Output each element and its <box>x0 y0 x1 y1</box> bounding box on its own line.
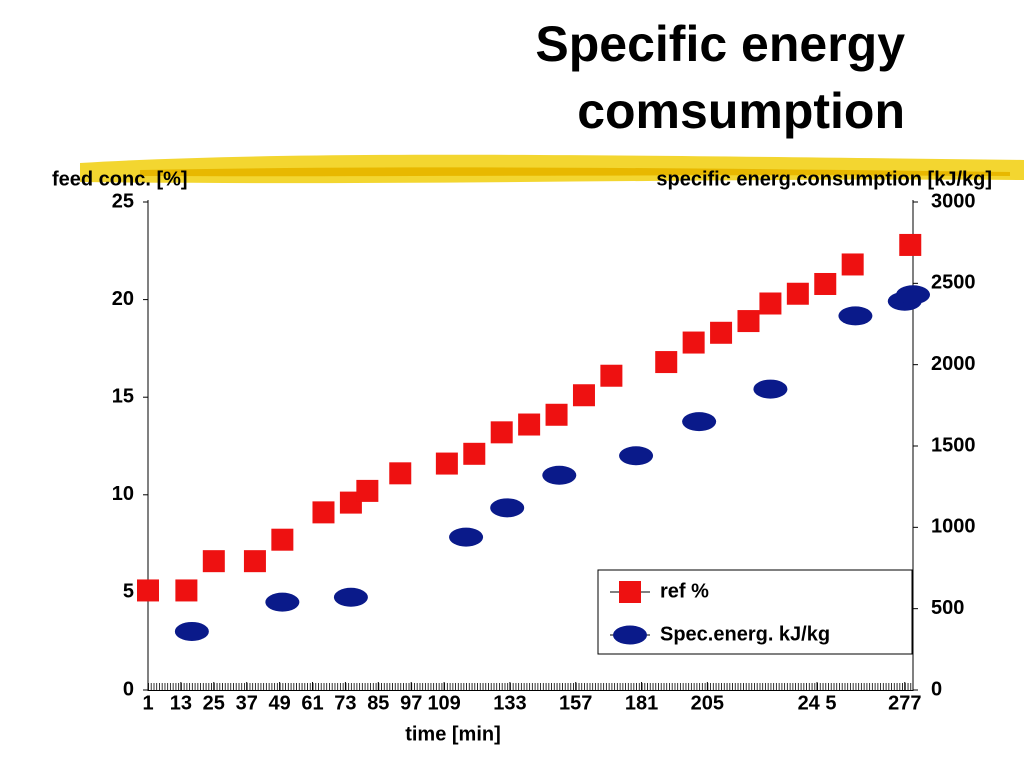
marker <box>175 579 198 602</box>
x-tick-label: 1 <box>142 692 153 714</box>
marker <box>759 292 782 315</box>
marker <box>312 501 335 524</box>
marker <box>449 527 484 547</box>
y2-tick-label: 2000 <box>931 353 976 375</box>
x-tick-label: 37 <box>236 692 258 714</box>
marker <box>265 592 300 612</box>
x-tick-label: 73 <box>334 692 356 714</box>
marker <box>435 452 458 475</box>
marker <box>753 379 788 399</box>
marker <box>542 465 577 485</box>
y-tick-label: 5 <box>123 581 134 603</box>
marker <box>572 384 595 407</box>
y-axis-label: feed conc. [%] <box>52 168 188 190</box>
minor-ticks <box>148 683 913 691</box>
marker <box>619 446 654 466</box>
marker <box>174 621 209 641</box>
marker <box>243 550 266 573</box>
chart-title: comsumption <box>577 83 905 139</box>
marker <box>490 421 513 444</box>
x-tick-label: 133 <box>493 692 526 714</box>
marker <box>490 498 525 518</box>
y2-tick-label: 2500 <box>931 272 976 294</box>
marker <box>682 331 705 354</box>
marker <box>838 306 873 326</box>
y-tick-label: 20 <box>112 288 134 310</box>
x-tick-label: 97 <box>400 692 422 714</box>
marker <box>682 412 717 432</box>
y2-tick-label: 0 <box>931 678 942 700</box>
y2-tick-label: 1000 <box>931 516 976 538</box>
y2-tick-label: 500 <box>931 597 964 619</box>
marker <box>786 282 809 305</box>
marker <box>737 310 760 333</box>
marker <box>619 581 641 603</box>
x-tick-label: 61 <box>301 692 323 714</box>
marker <box>600 364 623 387</box>
marker <box>899 233 922 256</box>
marker <box>545 403 568 426</box>
marker <box>463 442 486 465</box>
y2-tick-label: 3000 <box>931 190 976 212</box>
legend-box <box>597 569 913 655</box>
marker <box>896 285 930 305</box>
marker <box>841 253 864 276</box>
x-tick-label: 24 5 <box>798 692 837 714</box>
x-tick-label: 157 <box>559 692 592 714</box>
legend-label: ref % <box>660 580 709 602</box>
marker <box>333 587 368 607</box>
x-tick-label: 13 <box>170 692 192 714</box>
marker <box>710 321 733 344</box>
y-tick-label: 10 <box>112 483 134 505</box>
legend-label: Spec.energ. kJ/kg <box>660 623 830 645</box>
x-tick-label: 25 <box>203 692 225 714</box>
x-axis-label: time [min] <box>405 723 501 745</box>
x-tick-label: 49 <box>268 692 290 714</box>
x-tick-label: 109 <box>427 692 460 714</box>
marker <box>202 550 225 573</box>
y2-tick-label: 1500 <box>931 434 976 456</box>
marker <box>389 462 412 485</box>
marker <box>518 413 541 436</box>
marker <box>655 351 678 374</box>
marker <box>137 579 159 602</box>
marker <box>613 625 647 645</box>
marker <box>271 528 294 551</box>
y-tick-label: 15 <box>112 385 134 407</box>
marker <box>814 272 837 295</box>
x-tick-label: 205 <box>691 692 724 714</box>
y-tick-label: 25 <box>112 190 134 212</box>
highlight-stroke <box>140 167 1010 177</box>
y2-axis-label: specific energ.consumption [kJ/kg] <box>656 168 992 190</box>
x-tick-label: 85 <box>367 692 389 714</box>
chart-title: Specific energy <box>535 16 905 72</box>
x-tick-label: 277 <box>888 692 921 714</box>
y-tick-label: 0 <box>123 678 134 700</box>
marker <box>356 479 379 502</box>
x-tick-label: 181 <box>625 692 658 714</box>
